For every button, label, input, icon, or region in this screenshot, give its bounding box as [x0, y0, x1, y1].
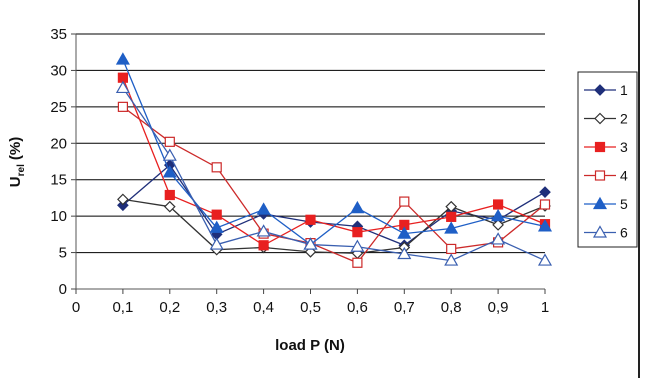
- legend-item-1: 1: [584, 82, 628, 98]
- series-line-1: [122, 164, 546, 247]
- legend-label: 1: [620, 82, 628, 98]
- data-point-series-3: [305, 214, 316, 225]
- data-point-series-5: [537, 219, 553, 232]
- data-point-series-5: [350, 200, 365, 214]
- data-point-series-3: [211, 209, 222, 220]
- data-point-series-2: [117, 193, 129, 206]
- legend-item-6: 6: [584, 225, 628, 241]
- legend-label: 4: [620, 168, 628, 184]
- series-6: [115, 80, 553, 266]
- x-tick-label: 0,6: [347, 299, 368, 316]
- axis-layer: 0 5 10 15 20 25 30 35 0 0,1 0,2 0,3 0,4 0,5 0,6 0,7 0,8 0…: [50, 26, 549, 316]
- data-point-series-6: [444, 253, 459, 266]
- series-5: [115, 52, 553, 250]
- frame-edge: [638, 0, 640, 378]
- legend-label: 6: [620, 225, 628, 241]
- legend-item-2: 2: [584, 111, 628, 127]
- legend-item-3: 3: [584, 139, 628, 155]
- data-point-series-4: [117, 101, 129, 112]
- data-point-series-6: [537, 253, 553, 266]
- data-point-series-3: [446, 211, 457, 222]
- y-tick-label: 30: [50, 62, 67, 79]
- data-point-series-6: [303, 237, 318, 250]
- legend: 1 2 3 4 5 6: [577, 71, 638, 248]
- legend-marker: [594, 112, 606, 125]
- series-3: [117, 72, 551, 251]
- data-point-series-5: [256, 202, 271, 215]
- data-point-series-1: [539, 186, 551, 198]
- data-point-series-2: [163, 200, 176, 213]
- x-tick-label: 0,9: [488, 299, 509, 316]
- data-point-series-5: [491, 208, 506, 222]
- data-point-series-5: [162, 165, 177, 178]
- y-axis-title: Urel (%): [7, 137, 27, 187]
- legend-label: 5: [620, 196, 628, 212]
- y-axis-title-sub: rel: [16, 164, 27, 176]
- x-axis-title: load P (N): [275, 337, 345, 354]
- data-point-series-6: [256, 224, 271, 237]
- legend-marker: [594, 141, 606, 153]
- series-1: [117, 159, 551, 252]
- y-tick-label: 10: [50, 208, 67, 225]
- x-tick-label: 1: [541, 299, 549, 316]
- x-tick-label: 0,2: [159, 299, 180, 316]
- data-point-series-4: [211, 162, 222, 173]
- grid-layer: [76, 33, 545, 254]
- x-tick-label: 0,5: [300, 299, 321, 316]
- data-point-series-4: [446, 243, 457, 255]
- data-point-series-5: [115, 52, 130, 65]
- data-point-series-3: [352, 227, 363, 238]
- x-tick-label: 0: [72, 299, 80, 316]
- data-point-series-6: [397, 246, 412, 260]
- data-point-series-6: [115, 80, 130, 94]
- legend-item-5: 5: [584, 196, 628, 212]
- y-tick-label: 0: [59, 281, 67, 298]
- data-point-series-5: [397, 226, 412, 239]
- data-point-series-6: [491, 232, 506, 245]
- data-point-series-6: [209, 237, 224, 250]
- data-point-series-3: [164, 189, 175, 201]
- data-point-series-5: [444, 221, 459, 234]
- data-point-series-6: [162, 148, 177, 161]
- x-tick-label: 0,8: [441, 299, 462, 316]
- legend-marker: [594, 84, 606, 96]
- data-point-series-2: [445, 200, 458, 213]
- x-tick-label: 0,3: [206, 299, 227, 316]
- y-tick-label: 25: [50, 99, 67, 116]
- legend-marker: [592, 225, 608, 238]
- x-tick-label: 0,7: [394, 299, 415, 316]
- y-tick-label: 5: [59, 245, 67, 262]
- data-point-series-5: [209, 220, 224, 233]
- data-point-series-4: [539, 199, 551, 210]
- data-point-series-3: [258, 240, 269, 251]
- legend-box: [577, 71, 638, 248]
- series-layer: [115, 52, 553, 268]
- legend-label: 2: [620, 111, 628, 127]
- series-line-6: [122, 87, 546, 262]
- data-point-series-4: [352, 257, 363, 268]
- legend-label: 3: [620, 139, 628, 155]
- x-tick-label: 0,4: [253, 299, 274, 316]
- data-point-series-6: [350, 239, 365, 252]
- legend-marker: [594, 170, 606, 181]
- y-tick-label: 35: [50, 26, 67, 43]
- y-tick-label: 15: [50, 172, 67, 189]
- y-tick-label: 20: [50, 135, 67, 152]
- data-point-series-4: [399, 196, 410, 207]
- legend-item-4: 4: [584, 168, 628, 184]
- y-axis-title-unit: (%): [7, 137, 24, 160]
- data-point-series-4: [164, 136, 175, 147]
- x-tick-label: 0,1: [112, 299, 133, 316]
- legend-marker: [592, 196, 608, 210]
- data-point-series-2: [492, 219, 504, 231]
- data-point-series-3: [493, 199, 504, 210]
- series-line-4: [122, 106, 546, 264]
- y-axis-title-main: U: [7, 176, 24, 187]
